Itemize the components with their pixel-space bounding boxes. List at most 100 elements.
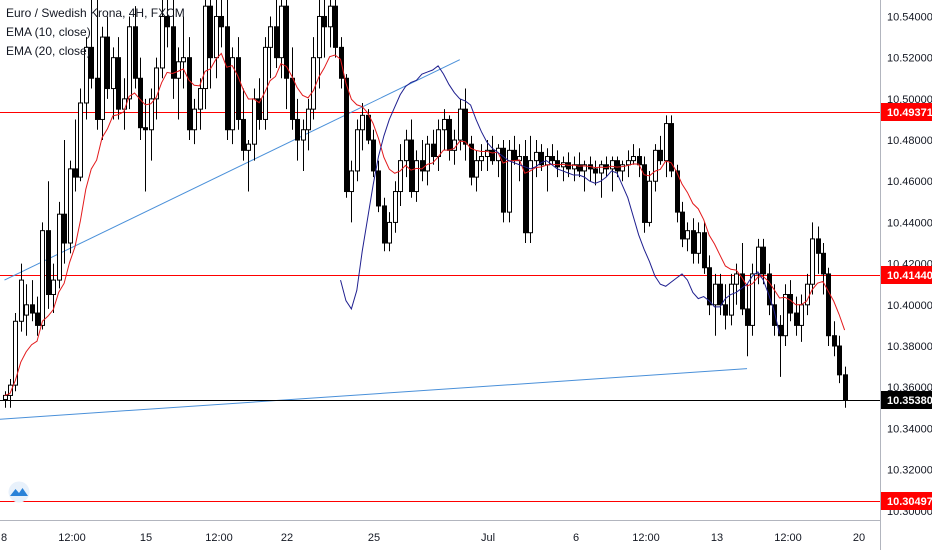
candle-up[interactable] [306,108,311,131]
candle-down[interactable] [723,304,728,316]
candle-down[interactable] [344,77,349,193]
candle-up[interactable] [311,57,316,110]
candle-up[interactable] [214,15,219,59]
candle-down[interactable] [512,149,517,162]
candle-up[interactable] [756,246,761,275]
candle-up[interactable] [734,273,739,285]
candle-down[interactable] [745,308,750,326]
candle-down[interactable] [469,143,474,178]
candle-down[interactable] [675,170,680,213]
candle-up[interactable] [750,273,755,326]
candle-down[interactable] [826,273,831,337]
candle-up[interactable] [626,160,631,166]
candle-down[interactable] [702,232,707,269]
candle-down[interactable] [761,246,766,275]
candle-down[interactable] [832,335,837,347]
candle-up[interactable] [442,118,447,131]
candle-down[interactable] [241,118,246,151]
candle-down[interactable] [89,46,94,79]
candle-up[interactable] [387,221,392,244]
candle-up[interactable] [149,98,154,131]
candle-up[interactable] [181,57,186,63]
candle-down[interactable] [366,114,371,141]
candle-down[interactable] [225,26,230,131]
candle-up[interactable] [40,230,45,326]
candle-up[interactable] [528,160,533,234]
candle-up[interactable] [653,149,658,182]
candle-down[interactable] [615,160,620,172]
candle-down[interactable] [171,26,176,79]
plot-area[interactable] [0,0,880,520]
candle-down[interactable] [593,168,598,174]
candle-up[interactable] [458,108,463,141]
candle-down[interactable] [409,139,414,193]
candle-down[interactable] [539,151,544,166]
candle-up[interactable] [713,283,718,306]
candle-up[interactable] [198,88,203,110]
candle-down[interactable] [843,374,848,401]
candle-up[interactable] [647,180,652,223]
candle-down[interactable] [284,5,289,79]
candle-up[interactable] [404,139,409,162]
candle-down[interactable] [837,345,842,376]
candle-down[interactable] [767,273,772,306]
candle-up[interactable] [355,129,360,172]
candle-down[interactable] [187,57,192,131]
candle-up[interactable] [572,164,577,170]
candle-down[interactable] [642,164,647,223]
candle-down[interactable] [143,127,148,131]
candle-up[interactable] [317,15,322,59]
candle-down[interactable] [447,118,452,151]
candle-up[interactable] [268,26,273,48]
candle-up[interactable] [19,279,24,322]
candle-up[interactable] [664,123,669,162]
candle-up[interactable] [328,5,333,28]
candle-down[interactable] [691,230,696,254]
candle-up[interactable] [246,143,251,151]
candle-down[interactable] [35,312,40,326]
candle-up[interactable] [3,394,8,401]
candle-down[interactable] [371,139,376,172]
candle-up[interactable] [696,232,701,254]
candle-down[interactable] [420,160,425,172]
candle-up[interactable] [57,213,62,281]
candle-up[interactable] [783,294,788,337]
candle-down[interactable] [62,213,67,244]
tradingview-logo-icon[interactable] [6,481,32,503]
candle-down[interactable] [788,294,793,314]
candle-up[interactable] [8,384,13,396]
candle-up[interactable] [100,36,105,120]
candle-down[interactable] [382,205,387,244]
candle-down[interactable] [566,162,571,170]
trend-line[interactable] [4,59,460,281]
candle-up[interactable] [620,164,625,172]
candle-down[interactable] [95,77,100,120]
candle-down[interactable] [431,143,436,158]
candle-up[interactable] [122,98,127,110]
candle-up[interactable] [685,230,690,240]
candle-down[interactable] [208,5,213,59]
candle-up[interactable] [398,160,403,193]
candle-down[interactable] [523,156,528,234]
candle-down[interactable] [236,57,241,120]
candle-down[interactable] [30,304,35,314]
candle-down[interactable] [116,57,121,110]
candle-down[interactable] [322,15,327,28]
ema20-line[interactable] [340,65,781,334]
candle-down[interactable] [165,15,170,28]
candle-up[interactable] [582,164,587,172]
candle-up[interactable] [51,279,56,296]
ema10-line[interactable] [4,52,846,396]
candle-down[interactable] [290,77,295,120]
candle-up[interactable] [24,304,29,316]
candle-up[interactable] [279,5,284,59]
candle-down[interactable] [333,5,338,48]
candle-up[interactable] [301,129,306,141]
candle-up[interactable] [263,46,268,120]
candle-down[interactable] [463,108,468,145]
candle-down[interactable] [669,123,674,172]
candle-down[interactable] [219,15,224,28]
candle-up[interactable] [729,283,734,316]
candle-down[interactable] [376,170,381,207]
